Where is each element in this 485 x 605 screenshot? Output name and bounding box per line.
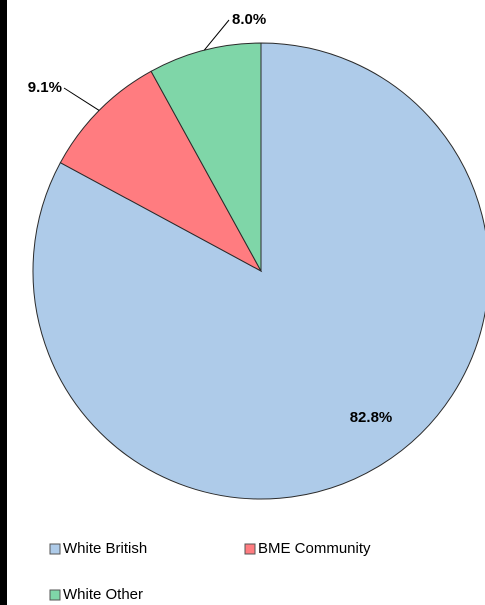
leader-line-white-other — [203, 19, 230, 51]
pie-slices — [32, 42, 485, 500]
legend-swatch-white-other — [49, 589, 61, 601]
data-label-white-british: 82.8% — [350, 409, 393, 426]
legend-item-white-other: White Other — [49, 586, 143, 603]
legend-item-bme-community: BME Community — [244, 540, 371, 557]
legend-label-white-british: White British — [63, 540, 147, 557]
data-label-bme-community: 9.1% — [28, 79, 62, 96]
legend-swatch-bme-community — [244, 543, 256, 555]
pie-slice-white-british — [32, 42, 485, 500]
data-labels: 82.8% 9.1% 8.0% — [28, 11, 392, 426]
legend-label-white-other: White Other — [63, 586, 143, 603]
legend: White British BME Community White Other — [49, 540, 371, 603]
leader-line-bme-community — [63, 87, 100, 111]
legend-label-bme-community: BME Community — [258, 540, 371, 557]
left-edge-bar — [0, 0, 7, 605]
data-label-white-other: 8.0% — [232, 11, 266, 28]
legend-swatch-white-british — [49, 543, 61, 555]
pie-slice-bme-community — [59, 70, 263, 273]
legend-item-white-british: White British — [49, 540, 147, 557]
leader-lines — [63, 19, 230, 111]
